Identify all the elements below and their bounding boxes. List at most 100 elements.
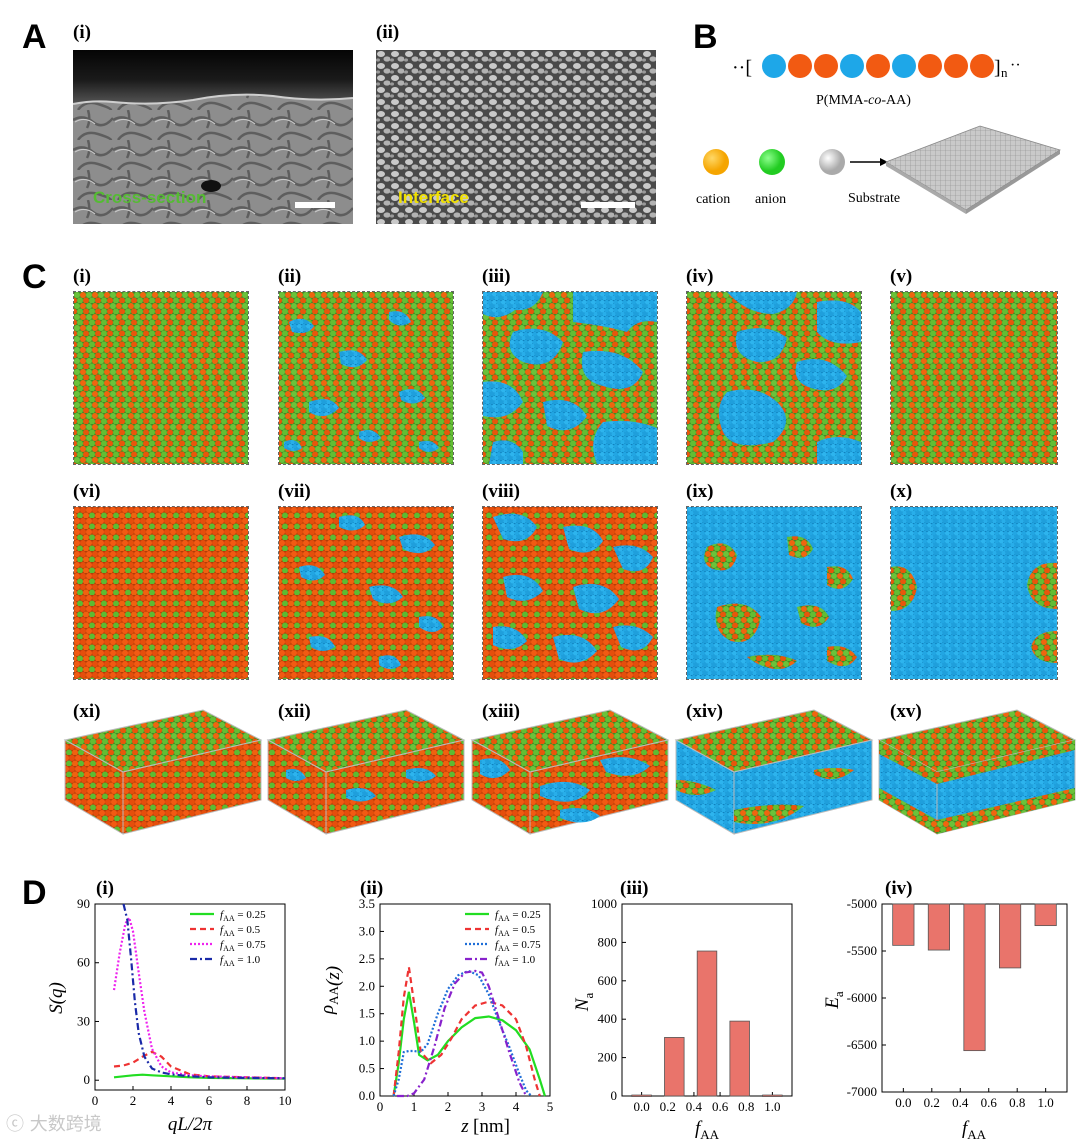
substrate-edge [886,162,966,214]
x-axis-label: fAA [962,1118,987,1140]
panel-c-label: (x) [890,481,913,502]
y-tick-label: -5000 [847,896,877,911]
y-axis-label: Ea [822,991,846,1010]
sem-interface-texture [376,50,656,224]
y-tick-label: 3.5 [359,896,375,911]
bar [999,903,1022,969]
watermark-text: 大数跨境 [29,1114,102,1135]
panel-c-label: (i) [73,266,91,287]
anion-label: anion [755,192,786,207]
aa-bead [866,54,890,78]
bar [963,903,986,1052]
x-axis-label: qL/2π [168,1114,213,1135]
scale-bar [581,202,635,208]
legend-entry: fAA = 1.0 [495,954,536,968]
x-tick-label: 5 [547,1099,554,1114]
mma-bead [762,54,786,78]
panel-d-label: (ii) [360,878,384,899]
legend-schematic: cation anion Substrate [696,125,1061,214]
aa-bead [970,54,994,78]
polymer-tail: ·· [1010,57,1021,74]
x-tick-label: 0.0 [633,1099,649,1114]
sem-interface-caption: Interface [398,188,469,207]
simulation-snapshot [890,506,1058,680]
y-tick-label: 200 [598,1050,618,1065]
x-tick-label: 0 [92,1093,99,1108]
panel-c-label: (xiv) [686,701,723,722]
panel-c-label: (xi) [73,701,101,722]
y-tick-label: 1.0 [359,1033,375,1048]
bar [927,903,950,951]
panel-c-label: (iii) [482,266,511,287]
panel-a-i-label: (i) [73,22,91,43]
y-tick-label: 1000 [591,896,617,911]
bar [664,1037,685,1097]
cation-label: cation [696,192,730,207]
density-profile-chart: 0 1 2 3 4 5 0.0 0.5 1.0 1.5 2.0 2.5 3.0 3.5 fAA = 0.25… [317,896,554,1137]
polymer-n: n [1001,65,1008,80]
x-tick-label: 2 [130,1093,137,1108]
y-tick-label: 0 [84,1072,91,1087]
legend-entry: fAA = 1.0 [220,954,261,968]
simulation-3d-block [674,709,874,835]
x-tick-label: 0 [377,1099,384,1114]
panel-d-label: (iv) [885,878,913,899]
polymer-schematic: ··[ ] n ·· P(MMA-co-AA) [732,54,1021,108]
arrow-head-icon [880,158,888,166]
bar [696,950,718,1097]
legend-entry: fAA = 0.75 [495,939,541,953]
panel-d-label: (i) [96,878,114,899]
anion-sphere [759,149,785,175]
plot-frame [379,903,551,1097]
simulation-3d-block [266,709,466,835]
y-tick-label: 1.5 [359,1006,375,1021]
simulation-snapshot [73,291,249,465]
bar [892,903,915,946]
adsorbed-number-chart: 0.0 0.2 0.4 0.6 0.8 1.0 0 200 400 600 800 1000 fAA Na [572,896,793,1140]
y-tick-label: 2.0 [359,978,375,993]
panel-c-label: (ii) [278,266,302,287]
y-tick-label: -6500 [847,1037,877,1052]
sem-cross-section-caption: Cross-section [93,188,207,207]
x-tick-label: 8 [244,1093,251,1108]
aa-bead [814,54,838,78]
x-axis-label: fAA [695,1118,720,1140]
panel-letter-a: A [22,18,47,56]
polymer-prefix: ··[ [732,57,752,79]
panel-c-label: (vii) [278,481,311,502]
mma-bead [840,54,864,78]
series-line [113,1050,286,1080]
watermark: ⓒ 大数跨境 [6,1110,102,1136]
bar [729,1020,750,1097]
polymer-suffix: ] [994,57,1001,79]
y-tick-label: 800 [598,934,618,949]
simulation-snapshot [686,291,862,465]
y-tick-label: -7000 [847,1084,877,1099]
bar [1034,903,1057,927]
y-tick-label: 3.0 [359,923,375,938]
y-tick-label: 2.5 [359,951,375,966]
polymer-name: P(MMA-co-AA) [816,93,911,108]
aa-bead [788,54,812,78]
simulation-snapshot [278,291,454,465]
y-tick-label: 0.0 [359,1088,375,1103]
panel-c-label: (ix) [686,481,714,502]
sem-interface-image: Interface [376,50,656,224]
x-tick-label: 0.8 [1009,1095,1025,1110]
panel-letter-d: D [22,874,47,912]
legend-entry: fAA = 0.5 [220,924,261,938]
substrate-label: Substrate [848,191,900,206]
legend-entry: fAA = 0.25 [220,909,266,923]
simulation-snapshot [482,291,658,465]
x-tick-label: 0.6 [981,1095,998,1110]
y-tick-label: 30 [77,1013,90,1028]
y-axis-label: ρAA [317,985,341,1015]
mma-bead [892,54,916,78]
panel-c-label: (xii) [278,701,311,722]
adsorption-energy-chart: 0.0 0.2 0.4 0.6 0.8 1.0 -5000 -5500 -6000 -6500 -7… [822,896,1068,1140]
y-tick-label: -5500 [847,943,877,958]
simulation-snapshot [890,291,1058,465]
y-tick-label: 60 [77,955,90,970]
x-tick-label: 4 [513,1099,520,1114]
aa-bead [918,54,942,78]
